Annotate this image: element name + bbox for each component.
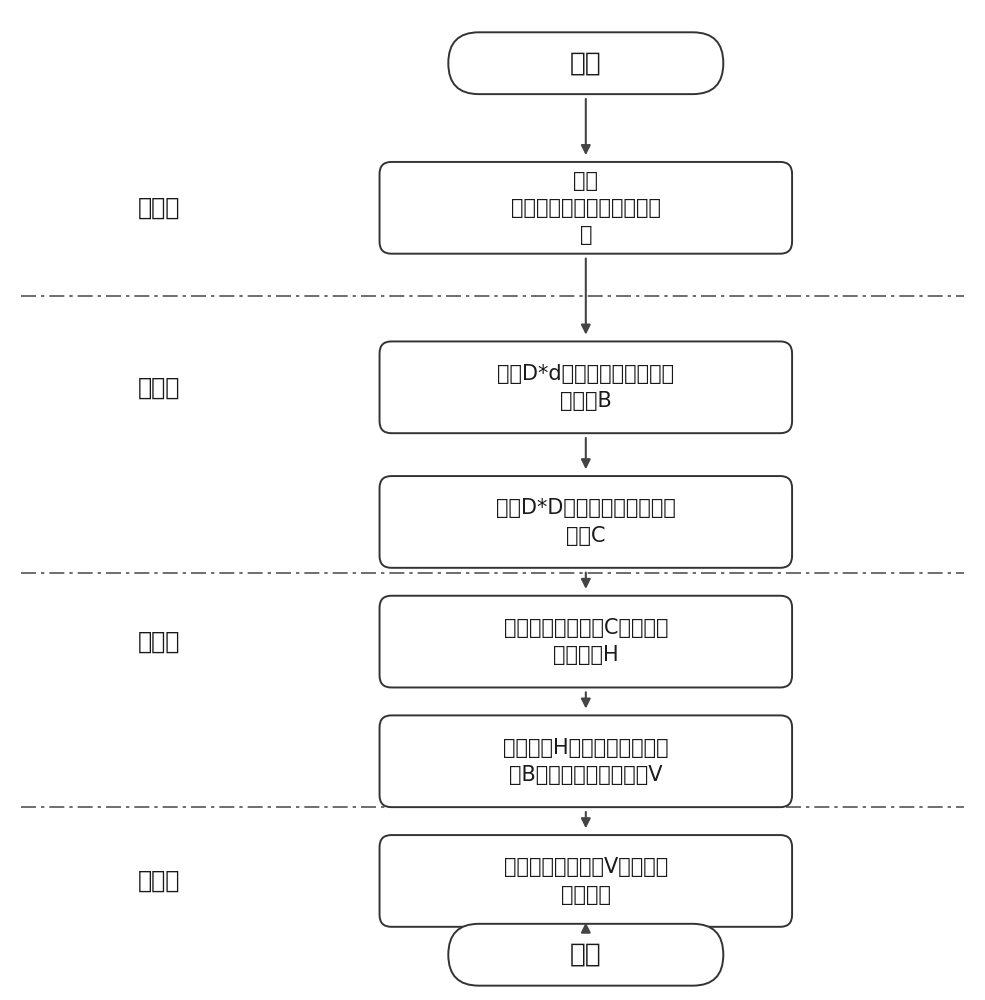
Text: 步骤三: 步骤三 xyxy=(137,630,179,654)
FancyBboxPatch shape xyxy=(379,835,792,927)
Text: 构建D*D维的矩阵方程组系数
矩阵C: 构建D*D维的矩阵方程组系数 矩阵C xyxy=(495,498,676,546)
Text: 对方程组系数矩阵C进行求逆
得到矩阵H: 对方程组系数矩阵C进行求逆 得到矩阵H xyxy=(503,618,668,665)
FancyBboxPatch shape xyxy=(379,162,792,254)
Text: 结束: 结束 xyxy=(570,942,602,968)
FancyBboxPatch shape xyxy=(379,341,792,433)
FancyBboxPatch shape xyxy=(379,715,792,807)
FancyBboxPatch shape xyxy=(448,924,723,986)
Text: 步骤二: 步骤二 xyxy=(137,375,179,399)
Text: 通过矩阵H和方程组常数项矩
阵B相乘得特征转换矩阵V: 通过矩阵H和方程组常数项矩 阵B相乘得特征转换矩阵V xyxy=(503,738,669,785)
FancyBboxPatch shape xyxy=(379,476,792,568)
Text: 通过特征转换矩阵V计算最终
降维结果: 通过特征转换矩阵V计算最终 降维结果 xyxy=(503,857,668,905)
FancyBboxPatch shape xyxy=(379,596,792,687)
Text: 步骤一: 步骤一 xyxy=(137,196,179,220)
Text: 计算
初步降维结果和拉普拉斯矩
阵: 计算 初步降维结果和拉普拉斯矩 阵 xyxy=(511,171,661,245)
Text: 构建D*d维的矩阵方程组常数
项矩阵B: 构建D*d维的矩阵方程组常数 项矩阵B xyxy=(497,364,675,411)
Text: 步骤四: 步骤四 xyxy=(137,869,179,893)
FancyBboxPatch shape xyxy=(448,32,723,94)
Text: 开始: 开始 xyxy=(570,50,602,76)
